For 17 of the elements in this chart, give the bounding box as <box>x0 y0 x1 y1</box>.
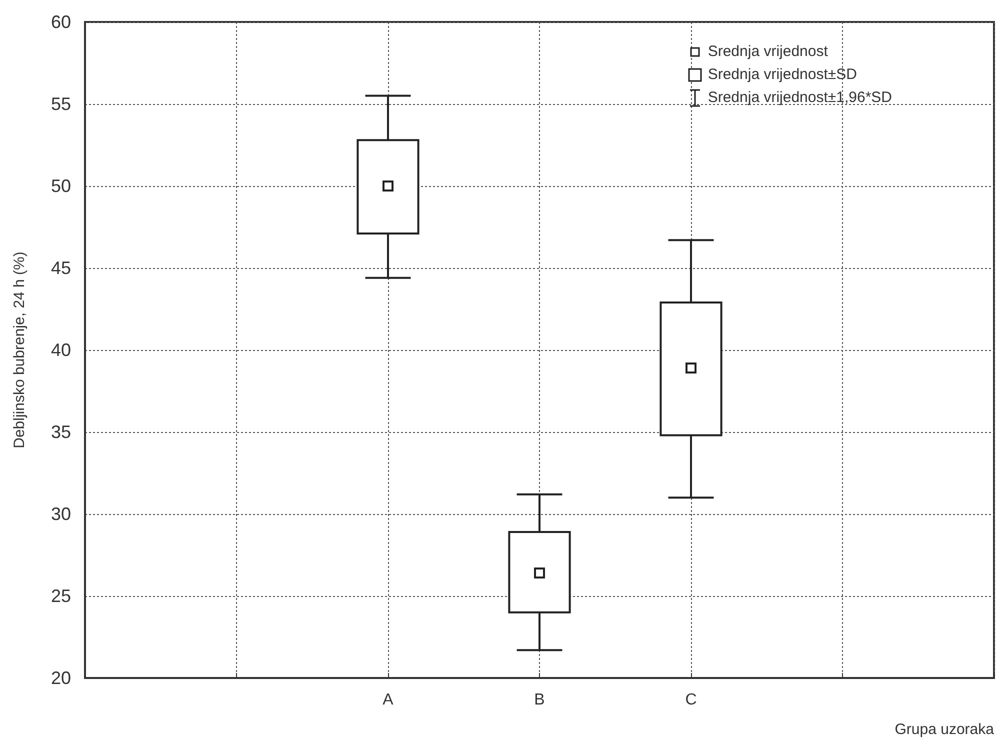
annotation: Srednja vrijednost±1,96*SD <box>708 89 892 106</box>
y-tick-label: 30 <box>50 504 71 524</box>
y-tick-label: 35 <box>50 422 71 442</box>
x-tick-label: B <box>534 692 545 708</box>
y-tick-label: 60 <box>50 12 71 32</box>
x-axis-title: Grupa uzoraka <box>894 721 995 738</box>
y-axis-title: Debljinsko bubrenje, 24 h (%) <box>11 252 28 448</box>
annotation: Srednja vrijednost <box>708 43 828 60</box>
y-tick-label: 45 <box>50 258 71 278</box>
y-tick-label: 55 <box>50 94 71 114</box>
annotation: Srednja vrijednost±SD <box>708 66 857 83</box>
x-tick-label: A <box>382 692 394 708</box>
y-tick-label: 25 <box>50 586 71 606</box>
y-tick-label: 40 <box>50 340 71 360</box>
x-tick-label: C <box>685 692 697 708</box>
y-tick-label: 20 <box>50 668 71 688</box>
y-tick-label: 50 <box>50 176 71 196</box>
